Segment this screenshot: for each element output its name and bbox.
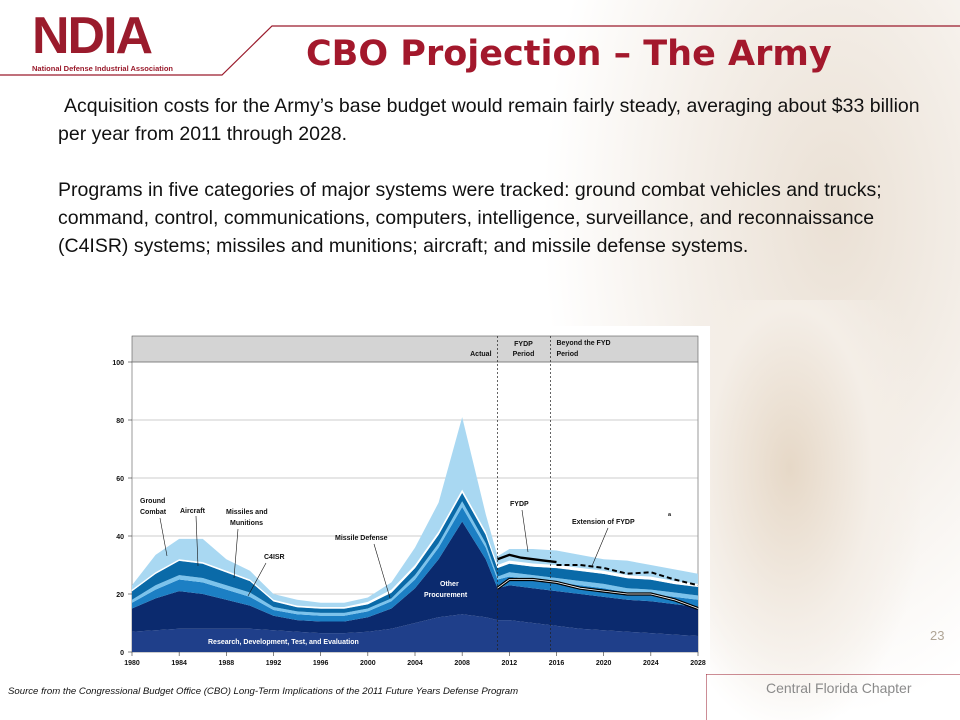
page-number: 23 [930, 628, 945, 643]
annotation-extension: Extension of FYDP [572, 519, 635, 526]
annotation-ground-combat-1: Ground [140, 498, 165, 505]
x-tick-label-2012: 2012 [502, 660, 518, 667]
annotation-rdte: Research, Development, Test, and Evaluat… [208, 639, 359, 646]
source-citation: Source from the Congressional Budget Off… [8, 686, 519, 697]
annotation-missiles-leader [233, 528, 239, 579]
x-tick-label-2016: 2016 [549, 660, 565, 667]
series-area-0 [132, 614, 698, 652]
x-tick-label-1988: 1988 [219, 660, 235, 667]
period-label-fydp-1: FYDP [514, 341, 533, 348]
series-area-1 [132, 521, 698, 637]
x-tick-label-1984: 1984 [171, 660, 187, 667]
x-tick-label-2028: 2028 [690, 660, 706, 667]
annotation-other-procurement-1: Other [440, 581, 459, 588]
body-paragraph-1: Acquisition costs for the Army’s base bu… [58, 95, 920, 145]
annotation-ground-combat-leader [159, 517, 168, 557]
ndia-logo: NDIA National Defense Industrial Associa… [30, 8, 180, 74]
y-tick-label-80: 80 [116, 418, 124, 425]
army-acquisition-chart: 0 20 40 60 80 100 Actual FYDP Period Beyond the F… [98, 326, 710, 680]
annotation-fydp: FYDP [510, 501, 529, 508]
x-tick-label-1980: 1980 [124, 660, 140, 667]
annotation-missile-defense: Missile Defense [335, 535, 388, 542]
y-tick-label-60: 60 [116, 476, 124, 483]
y-tick-label-20: 20 [116, 592, 124, 599]
annotation-missiles-1: Missiles and [226, 509, 268, 516]
period-label-beyond-1: Beyond the FYD [557, 340, 611, 347]
y-tick-label-40: 40 [116, 534, 124, 541]
annotation-fydp-leader [521, 509, 529, 553]
period-label-beyond-2: Period [557, 351, 579, 358]
annotation-missiles-2: Munitions [230, 520, 263, 527]
annotation-footnote-marker: a [668, 512, 672, 518]
chart-header-band [131, 335, 699, 363]
body-paragraph-2: Programs in five categories of major sys… [58, 179, 882, 257]
logo-wordmark: NDIA [32, 7, 153, 65]
period-label-actual: Actual [470, 351, 491, 358]
annotation-extension-leader [591, 527, 609, 567]
x-tick-label-2024: 2024 [643, 660, 659, 667]
annotation-other-procurement-2: Procurement [424, 592, 468, 599]
fydp-line [497, 553, 557, 564]
logo-tagline: National Defense Industrial Association [32, 64, 174, 73]
y-tick-label-100: 100 [112, 360, 124, 367]
x-tick-label-1992: 1992 [266, 660, 282, 667]
annotation-c4isr: C4ISR [264, 554, 285, 561]
annotation-aircraft-leader [195, 515, 199, 567]
period-label-fydp-2: Period [513, 351, 535, 358]
annotation-ground-combat-2: Combat [140, 509, 167, 516]
x-tick-label-2000: 2000 [360, 660, 376, 667]
header-rule [0, 25, 960, 76]
thick-total-line-highlight [497, 579, 699, 609]
slide-body: Acquisition costs for the Army’s base bu… [58, 92, 938, 260]
x-tick-label-2004: 2004 [407, 660, 423, 667]
x-tick-label-1996: 1996 [313, 660, 329, 667]
x-tick-label-2020: 2020 [596, 660, 612, 667]
footer-chapter: Central Florida Chapter [766, 680, 912, 696]
annotation-missile-defense-leader [373, 543, 391, 599]
slide-title: CBO Projection – The Army [306, 34, 832, 74]
series-area-6 [132, 417, 698, 608]
annotation-aircraft: Aircraft [180, 508, 206, 515]
y-tick-label-0: 0 [120, 650, 124, 657]
annotation-c4isr-leader [247, 562, 267, 597]
x-tick-label-2008: 2008 [454, 660, 470, 667]
